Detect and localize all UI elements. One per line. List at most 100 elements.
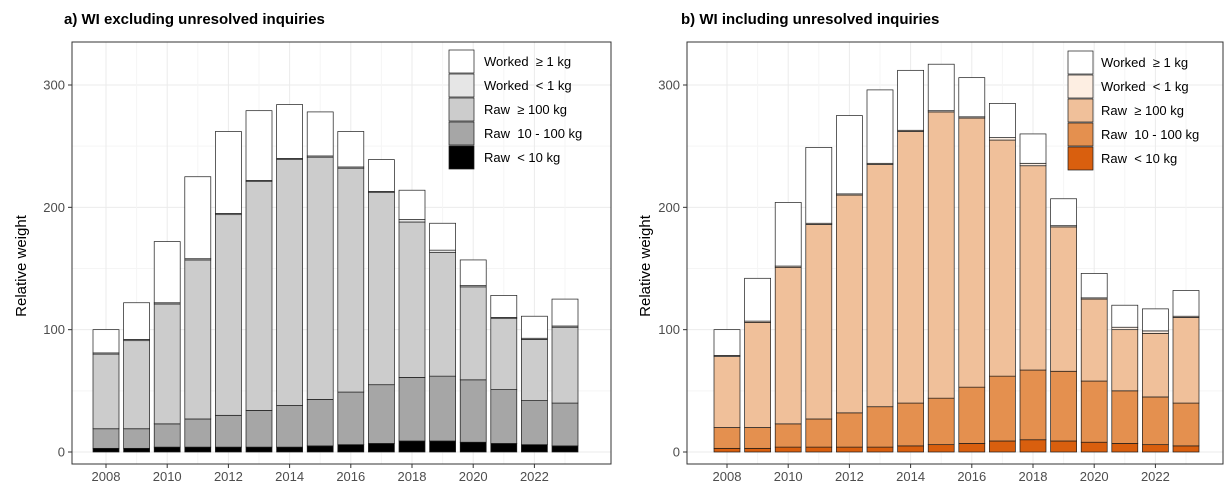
legend-swatch	[448, 73, 475, 98]
bar-segment	[398, 189, 426, 220]
bar-segment	[958, 117, 986, 388]
bar-segment	[1080, 441, 1108, 453]
bar-segment	[1172, 290, 1200, 317]
bar-segment	[521, 400, 548, 446]
bar-segment	[306, 445, 334, 453]
bar-segment	[958, 77, 986, 118]
bar-segment	[215, 214, 242, 416]
bar-segment	[398, 221, 426, 378]
bar-segment	[1050, 198, 1077, 227]
bar-segment	[1019, 162, 1047, 167]
bar-segment	[551, 402, 579, 447]
bar-segment	[989, 102, 1016, 138]
bar-segment	[490, 318, 518, 390]
bar-segment	[1080, 380, 1108, 443]
x-tick-label: 2016	[336, 469, 365, 484]
bar-segment	[1142, 396, 1169, 446]
bar-segment	[368, 443, 395, 453]
panel-a: a) WI excluding unresolved inquiries Rel…	[13, 11, 612, 485]
bar-segment	[1142, 444, 1169, 453]
bar-segment	[1019, 165, 1047, 371]
bar-segment	[92, 428, 120, 449]
bar-segment	[184, 176, 212, 260]
bar-segment	[215, 446, 242, 453]
panel-b-legend: Worked ≥ 1 kg Worked < 1 kg Raw ≥ 100 kg Ra…	[1067, 50, 1199, 171]
bar-segment	[927, 397, 955, 446]
bar-segment	[744, 321, 771, 428]
legend-label: Raw 10 - 100 kg	[1101, 127, 1199, 142]
bar-segment	[744, 427, 771, 449]
bar-segment	[429, 440, 456, 453]
legend-label: Worked ≥ 1 kg	[1101, 55, 1188, 70]
bar-segment	[1019, 439, 1047, 453]
bar-segment	[927, 111, 955, 399]
bar-segment	[92, 329, 120, 354]
bar-segment	[459, 286, 487, 381]
bar-segment	[123, 302, 150, 340]
x-tick-label: 2012	[214, 469, 243, 484]
bar-segment	[805, 418, 833, 448]
bar-segment	[1172, 402, 1200, 447]
panel-b-y-axis-title: Relative weight	[637, 214, 654, 317]
y-tick-label: 200	[43, 200, 65, 215]
bar-segment	[774, 423, 802, 448]
bar-segment	[836, 115, 863, 195]
bar-segment	[521, 339, 548, 401]
panel-a-legend: Worked ≥ 1 kg Worked < 1 kg Raw ≥ 100 kg Ra…	[448, 49, 582, 170]
bar-segment	[123, 447, 150, 453]
bar-segment	[774, 446, 802, 453]
bar-segment	[153, 423, 181, 448]
bar-segment	[153, 446, 181, 453]
bar-segment	[337, 391, 365, 446]
y-tick-label: 0	[673, 445, 680, 460]
bar-segment	[276, 159, 303, 406]
legend-swatch	[1067, 122, 1094, 147]
bar-segment	[521, 444, 548, 453]
x-tick-label: 2020	[459, 469, 488, 484]
bar-segment	[836, 446, 863, 453]
panel-a-ticks: 0 100 200 300 2008 2010 2012 2014 2016 2018 2020 20…	[43, 78, 549, 485]
bar-segment	[713, 329, 741, 356]
bar-segment	[429, 375, 456, 442]
y-tick-label: 100	[43, 322, 65, 337]
bar-segment	[1111, 326, 1139, 331]
y-tick-label: 100	[658, 322, 680, 337]
legend-label: Worked < 1 kg	[1101, 79, 1189, 94]
bar-segment	[836, 412, 863, 448]
panel-a-y-axis-title: Relative weight	[13, 214, 30, 317]
bar-segment	[805, 446, 833, 453]
legend-label: Raw < 10 kg	[484, 150, 560, 165]
bar-segment	[398, 440, 426, 453]
bar-segment	[153, 303, 181, 425]
bar-segment	[1050, 226, 1077, 372]
bar-segment	[429, 252, 456, 377]
panel-b: b) WI including unresolved inquiries Rel…	[637, 11, 1224, 484]
legend-swatch	[448, 145, 475, 170]
bar-segment	[897, 69, 924, 131]
bar-segment	[398, 219, 426, 223]
bar-segment	[1019, 133, 1047, 164]
panel-a-frame	[71, 41, 612, 465]
bar-segment	[1050, 440, 1077, 453]
bar-segment	[1019, 369, 1047, 441]
legend-label: Raw < 10 kg	[1101, 151, 1177, 166]
bar-segment	[459, 441, 487, 453]
bar-segment	[866, 89, 894, 164]
bar-segment	[774, 202, 802, 267]
bar-segment	[805, 147, 833, 224]
x-tick-label: 2018	[398, 469, 427, 484]
x-tick-label: 2008	[92, 469, 121, 484]
bar-segment	[836, 194, 863, 414]
x-tick-label: 2020	[1080, 469, 1109, 484]
bar-segment	[927, 444, 955, 453]
bar-segment	[184, 259, 212, 420]
bar-segment	[805, 224, 833, 420]
bar-segment	[866, 446, 894, 453]
x-tick-label: 2014	[896, 469, 925, 484]
bar-segment	[1050, 370, 1077, 442]
x-tick-label: 2012	[835, 469, 864, 484]
legend-swatch	[448, 97, 475, 122]
bar-segment	[713, 356, 741, 428]
legend-label: Worked < 1 kg	[484, 78, 572, 93]
bar-segment	[897, 131, 924, 404]
